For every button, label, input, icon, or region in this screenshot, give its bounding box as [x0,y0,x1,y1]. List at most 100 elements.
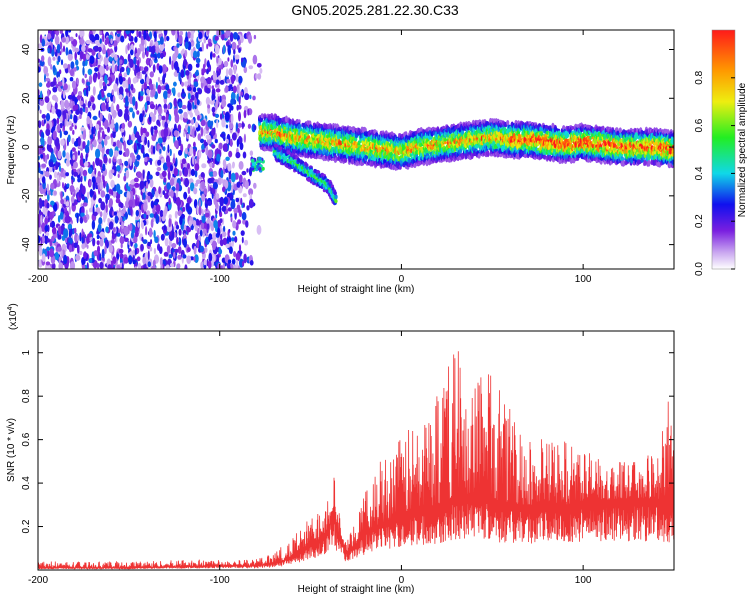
noise-blob [249,260,254,266]
noise-blob [221,98,227,108]
noise-blob [190,33,193,41]
noise-blob [201,163,207,169]
noise-blob [186,255,192,264]
noise-blob [157,106,162,116]
noise-blob [211,85,214,90]
noise-blob [89,180,92,187]
noise-blob [247,34,253,44]
noise-blob [44,73,46,83]
noise-blob [68,205,71,215]
noise-blob [212,181,218,190]
noise-blob [142,256,147,265]
noise-blob [187,247,191,253]
noise-blob [106,96,109,103]
noise-blob [45,128,51,136]
noise-blob [233,251,237,258]
noise-blob [97,130,101,140]
noise-blob [158,65,163,74]
noise-blob [119,76,123,85]
noise-blob [70,149,73,160]
noise-blob [243,109,247,119]
noise-blob [83,251,87,259]
noise-blob [123,111,129,121]
noise-blob [223,225,226,232]
noise-blob [79,30,85,39]
noise-blob [135,216,140,221]
noise-blob [103,56,109,66]
noise-blob [177,246,182,254]
noise-blob [111,233,116,240]
noise-blob [47,217,50,223]
noise-blob [135,198,138,207]
noise-blob [45,171,50,178]
noise-blob [44,96,50,103]
noise-blob [87,140,90,147]
noise-blob [162,190,166,196]
noise-blob [39,198,43,209]
noise-blob [117,57,120,67]
noise-blob [172,157,176,164]
noise-blob [142,169,145,179]
noise-blob [196,50,200,58]
noise-blob [183,111,188,119]
noise-blob [118,150,123,155]
noise-blob [93,211,98,217]
noise-blob [116,104,120,112]
noise-blob [228,68,233,76]
noise-blob [125,148,130,157]
noise-blob [194,163,200,172]
noise-blob [123,237,129,242]
noise-blob [135,100,138,111]
noise-blob [53,202,58,212]
noise-blob [248,198,254,209]
noise-blob [214,35,219,41]
noise-blob [52,65,56,73]
noise-blob [99,239,104,247]
noise-blob [152,207,156,215]
noise-blob [164,121,169,129]
noise-blob [145,131,150,137]
noise-blob [163,90,168,100]
noise-blob [135,209,139,217]
noise-blob [193,245,197,255]
noise-blob [180,162,184,170]
noise-blob [41,114,46,119]
noise-blob [203,259,207,266]
noise-blob [149,111,154,118]
noise-blob [115,236,118,243]
noise-blob [146,88,150,95]
noise-blob [68,30,72,33]
noise-blob [41,253,46,262]
noise-blob [178,170,182,177]
noise-blob [148,174,153,180]
noise-blob [57,81,63,87]
noise-blob [199,229,203,237]
noise-blob [188,220,192,227]
noise-blob [255,73,258,80]
noise-blob [57,150,62,160]
noise-blob [129,58,134,68]
noise-blob [208,42,213,47]
noise-blob [149,246,153,252]
noise-blob [150,159,152,166]
noise-blob [87,68,93,76]
noise-blob [108,158,112,164]
noise-blob [51,235,55,242]
noise-blob [88,258,93,264]
noise-blob [204,212,210,218]
noise-blob [157,137,163,144]
noise-blob [105,37,110,43]
noise-blob [118,248,124,254]
noise-blob [107,126,110,133]
noise-blob [173,167,178,177]
noise-blob [206,43,209,50]
noise-blob [173,251,176,259]
noise-blob [82,60,86,67]
noise-blob [72,154,76,161]
noise-blob [238,161,244,170]
noise-blob [86,116,91,125]
noise-blob [86,87,89,97]
noise-blob [219,113,223,120]
noise-blob [171,60,174,70]
noise-blob [85,53,90,61]
